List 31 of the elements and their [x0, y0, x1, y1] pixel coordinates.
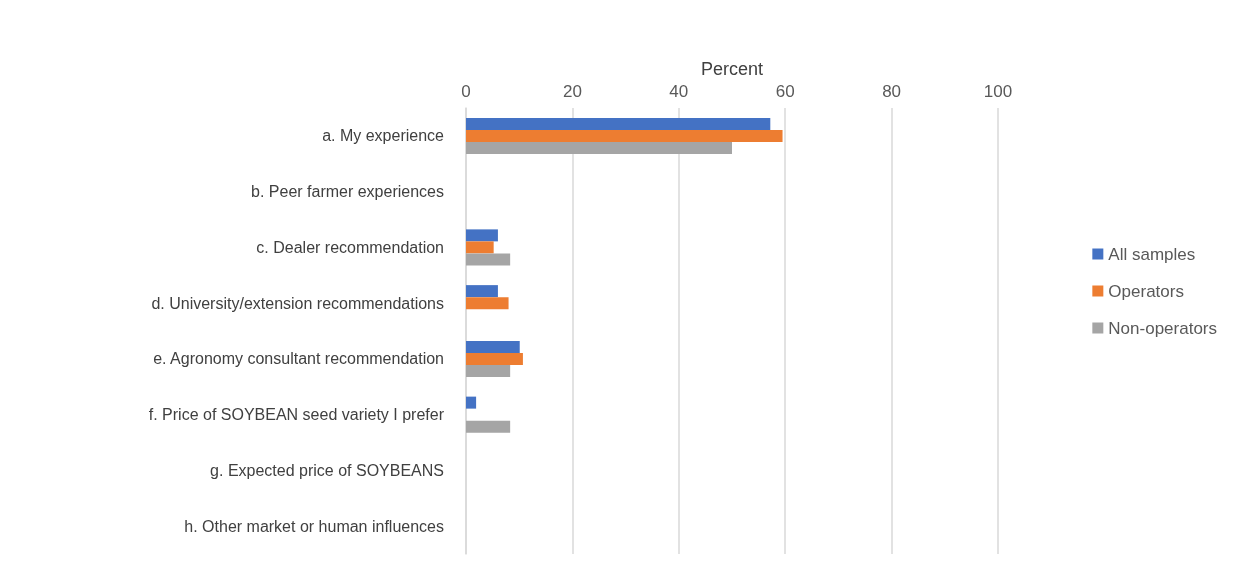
legend-label: All samples — [1108, 244, 1196, 264]
y-tick-label: d. University/extension recommendations — [151, 294, 444, 312]
bar — [466, 420, 511, 433]
y-tick-label: b. Peer farmer experiences — [251, 183, 444, 201]
x-tick-label: 60 — [775, 82, 795, 101]
x-tick-label: 80 — [882, 82, 902, 101]
legend-label: Operators — [1108, 281, 1184, 301]
x-tick-label: 0 — [461, 82, 471, 101]
y-tick-label: a. My experience — [322, 127, 445, 145]
x-tick-label: 100 — [983, 82, 1013, 101]
bar — [466, 129, 783, 142]
bar — [466, 141, 732, 154]
bar — [466, 297, 509, 310]
bar — [466, 241, 494, 254]
y-tick-label: h. Other market or human influences — [184, 517, 444, 535]
bar — [466, 352, 523, 365]
bar — [466, 396, 477, 409]
legend-label: Non-operators — [1108, 318, 1218, 338]
y-tick-label: c. Dealer recommendation — [256, 238, 444, 256]
x-axis-title: Percent — [700, 59, 764, 79]
bar — [466, 285, 498, 298]
bar — [466, 229, 498, 242]
y-tick-label: f. Price of SOYBEAN seed variety I prefer — [148, 406, 445, 424]
y-tick-label: e. Agronomy consultant recommendation — [153, 350, 444, 368]
bar — [466, 364, 511, 377]
x-tick-label: 40 — [669, 82, 689, 101]
x-tick-label: 20 — [562, 82, 582, 101]
y-tick-label: g. Expected price of SOYBEANS — [210, 461, 444, 479]
bar — [466, 253, 511, 266]
bar — [466, 117, 771, 130]
bar — [466, 340, 520, 353]
